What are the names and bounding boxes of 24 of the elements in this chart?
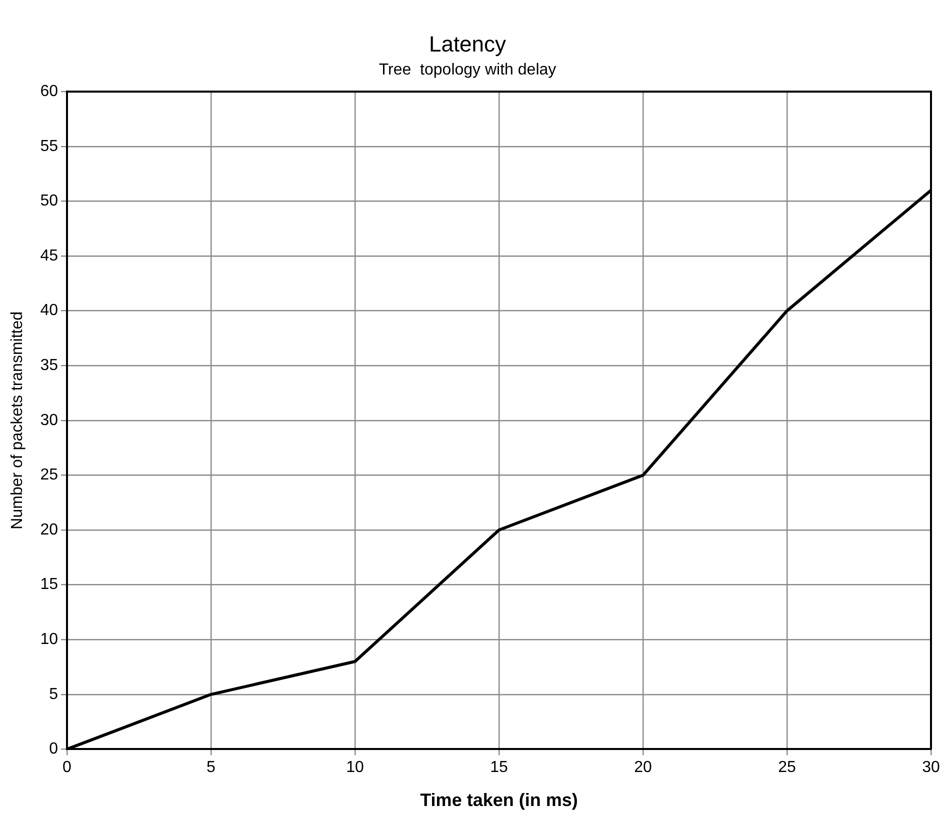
y-axis-title: Number of packets transmitted: [9, 311, 26, 530]
y-tick-label: 55: [40, 138, 58, 155]
x-axis-title: Time taken (in ms): [420, 790, 578, 810]
x-tick-label: 5: [206, 759, 216, 776]
y-tick-label: 15: [40, 576, 58, 594]
y-tick-label: 40: [40, 302, 58, 320]
chart-title: Latency: [428, 31, 506, 56]
y-tick-label: 20: [40, 521, 58, 538]
chart-subtitle: Tree topology with delay: [378, 61, 556, 78]
x-tick-label: 20: [634, 759, 652, 776]
y-tick-label: 50: [40, 192, 58, 210]
x-tick-label: 30: [922, 759, 940, 776]
y-tick-label: 45: [40, 247, 58, 264]
y-tick-label: 60: [40, 83, 58, 100]
x-tick-label: 15: [490, 759, 508, 776]
x-tick-label: 25: [778, 759, 796, 776]
y-tick-label: 10: [40, 631, 58, 648]
y-tick-label: 30: [40, 412, 58, 429]
y-tick-label: 35: [40, 357, 58, 374]
y-tick-label: 0: [49, 740, 58, 758]
x-tick-label: 10: [346, 759, 364, 776]
y-tick-label: 5: [49, 686, 58, 703]
y-tick-label: 25: [40, 466, 58, 484]
x-tick-label: 0: [62, 759, 72, 776]
